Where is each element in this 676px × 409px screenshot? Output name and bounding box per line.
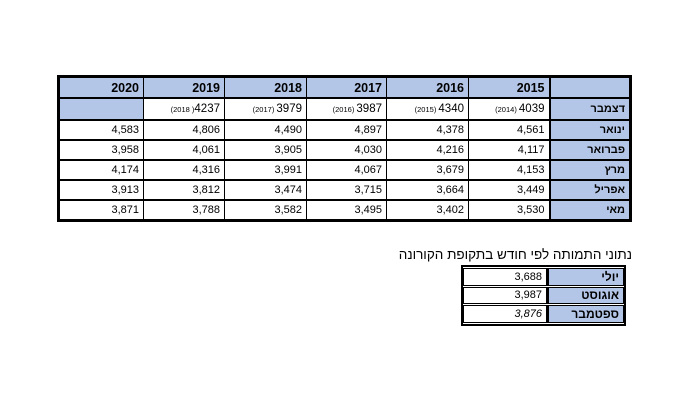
year-header-2020: 2020	[58, 75, 144, 99]
december-value-cell: (2018 )4237	[143, 97, 225, 121]
corona-row-september: 3,876 ספטמבר	[463, 305, 624, 323]
corona-table-frame: 3,688 יולי 3,987 אוגוסט 3,876 ספטמבר	[461, 265, 626, 326]
value-cell: 3,913	[58, 179, 144, 201]
value-cell: 3,664	[386, 179, 469, 201]
month-label-march: מרץ	[548, 159, 631, 181]
december-row: (2018 )4237 (2017) 3979 (2016) 3987 (201…	[58, 97, 631, 121]
year-header-row: 2020 2019 2018 2017 2016 2015	[58, 75, 631, 99]
year-ref-note: (2014)	[495, 105, 519, 114]
value-cell: 3,679	[386, 159, 469, 181]
year-header-2016: 2016	[386, 75, 469, 99]
value-cell: 4,561	[468, 119, 550, 141]
value-cell: 3,788	[143, 199, 225, 222]
corona-row-july: 3,688 יולי	[463, 268, 624, 286]
value-cell: 3,991	[224, 159, 307, 181]
value-cell: 4,378	[386, 119, 469, 141]
december-empty-cell	[58, 97, 144, 121]
corona-section-title: נתוני התמותה לפי חודש בתקופת הקורונה	[398, 247, 632, 262]
value-cell: 4,316	[143, 159, 225, 181]
value-cell: 3,812	[143, 179, 225, 201]
month-label-december: דצמבר	[548, 97, 631, 121]
december-value-cell: (2017) 3979	[224, 97, 307, 121]
value-cell: 3,474	[224, 179, 307, 201]
value-cell: 4,153	[468, 159, 550, 181]
value-cell: 4,897	[306, 119, 387, 141]
value-cell: 3,495	[306, 199, 387, 222]
value-cell: 4,117	[468, 139, 550, 161]
december-value-cell: (2015) 4340	[386, 97, 469, 121]
year-ref-note: (2017)	[252, 105, 277, 114]
year-header-2019: 2019	[143, 75, 225, 99]
month-label-february: פברואר	[548, 139, 631, 161]
month-label-july: יולי	[547, 268, 624, 286]
mortality-by-year-table: 2020 2019 2018 2017 2016 2015 (2018 )423…	[57, 75, 632, 222]
value-cell: 4,030	[306, 139, 387, 161]
year-header-2017: 2017	[306, 75, 387, 99]
december-value-cell: (2014) 4039	[468, 97, 550, 121]
year-header-2018: 2018	[224, 75, 307, 99]
month-label-april: אפריל	[548, 179, 631, 201]
month-label-may: מאי	[548, 199, 631, 222]
month-row-april: 3,913 3,812 3,474 3,715 3,664 3,449 אפרי…	[58, 179, 631, 201]
year-header-2015: 2015	[468, 75, 550, 99]
value-cell: 4,067	[306, 159, 387, 181]
value-cell: 3,871	[58, 199, 144, 222]
value-cell: 3,582	[224, 199, 307, 222]
corona-value-cell: 3,688	[463, 268, 547, 286]
corona-row-august: 3,987 אוגוסט	[463, 286, 624, 304]
value-cell: 3,402	[386, 199, 469, 222]
value-cell: 4,583	[58, 119, 144, 141]
month-label-august: אוגוסט	[547, 286, 624, 304]
corona-period-table: 3,688 יולי 3,987 אוגוסט 3,876 ספטמבר	[463, 267, 624, 324]
value-cell: 4,216	[386, 139, 469, 161]
value-cell: 3,905	[224, 139, 307, 161]
month-row-february: 3,958 4,061 3,905 4,030 4,216 4,117 פברו…	[58, 139, 631, 161]
month-row-january: 4,583 4,806 4,490 4,897 4,378 4,561 ינוא…	[58, 119, 631, 141]
value-cell: 3,958	[58, 139, 144, 161]
corona-value-cell: 3,876	[463, 305, 547, 323]
month-label-september: ספטמבר	[547, 305, 624, 323]
corona-value-cell: 3,987	[463, 286, 547, 304]
value-cell: 3,530	[468, 199, 550, 222]
year-ref-note: (2016)	[332, 105, 357, 114]
value-cell: 3,449	[468, 179, 550, 201]
value-cell: 4,490	[224, 119, 307, 141]
year-ref-note: (2015)	[414, 105, 439, 114]
december-value-cell: (2016) 3987	[306, 97, 387, 121]
month-row-may: 3,871 3,788 3,582 3,495 3,402 3,530 מאי	[58, 199, 631, 222]
value-cell: 4,174	[58, 159, 144, 181]
value-cell: 4,806	[143, 119, 225, 141]
month-label-january: ינואר	[548, 119, 631, 141]
corner-cell	[548, 75, 631, 99]
year-ref-note: (2018 )	[170, 105, 195, 114]
value-cell: 3,715	[306, 179, 387, 201]
value-cell: 4,061	[143, 139, 225, 161]
month-row-march: 4,174 4,316 3,991 4,067 3,679 4,153 מרץ	[58, 159, 631, 181]
